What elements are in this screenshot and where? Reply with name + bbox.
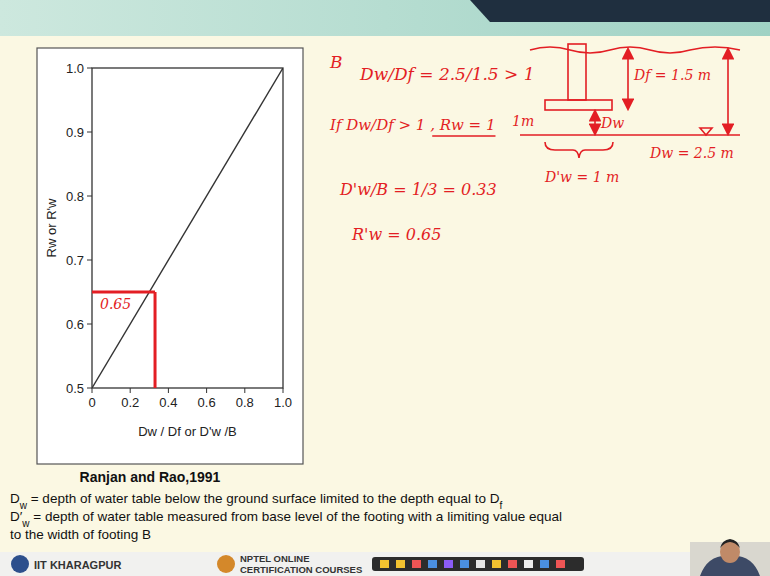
handwritten-note: Dw/Df = 2.5/1.5 > 1	[359, 64, 535, 84]
x-tick-label: 0.6	[198, 395, 216, 410]
toolbar-icon	[444, 560, 453, 568]
program-name: CERTIFICATION COURSES	[240, 564, 362, 575]
toolbar-icon	[556, 560, 565, 568]
toolbar-icon	[476, 560, 485, 568]
y-tick-label: 0.6	[66, 317, 84, 332]
y-tick-label: 0.9	[66, 125, 84, 140]
y-tick-label: 1.0	[66, 61, 84, 76]
x-tick	[283, 388, 284, 393]
x-tick-label: 0.8	[236, 395, 254, 410]
text-run: D	[10, 491, 20, 506]
x-tick-label: 1.0	[274, 395, 292, 410]
text-run: = depth of water table below the ground …	[27, 491, 500, 506]
x-tick-label: 0.4	[159, 395, 177, 410]
presenter-video	[690, 539, 770, 576]
toolbar-icon	[508, 560, 517, 568]
sketch-label: 1m	[512, 113, 534, 129]
x-tick	[168, 388, 169, 393]
underline	[432, 135, 495, 137]
sketch-label: Dw = 2.5 m	[649, 145, 734, 161]
logo	[11, 555, 29, 573]
sketch-label: D'w = 1 m	[544, 169, 619, 185]
handwritten-note: R'w = 0.65	[351, 225, 441, 244]
background	[0, 0, 770, 576]
y-tick	[87, 324, 92, 325]
program-name: NPTEL ONLINE	[240, 553, 310, 564]
text-run: to the width of footing B	[10, 527, 151, 542]
footer-bar	[0, 552, 770, 576]
definition: D′w = depth of water table measured from…	[10, 509, 562, 529]
toolbar	[372, 557, 584, 571]
definition: to the width of footing B	[10, 527, 151, 542]
sketch-label: Dw	[600, 115, 624, 131]
handwritten-note: D'w/B = 1/3 = 0.33	[339, 180, 497, 199]
header-band	[0, 0, 770, 36]
handwritten-note: If Dw/Df > 1 , Rw = 1	[329, 116, 495, 134]
y-tick-label: 0.8	[66, 189, 84, 204]
handwritten-note: B	[329, 52, 343, 72]
chart-panel	[37, 48, 303, 464]
toolbar-icon	[412, 560, 421, 568]
annotation-drop	[154, 292, 157, 388]
y-tick-label: 0.7	[66, 253, 84, 268]
header-accent	[470, 0, 770, 22]
toolbar-icon	[540, 560, 549, 568]
x-tick-label: 0.2	[121, 395, 139, 410]
annotation-guide	[92, 291, 155, 294]
x-tick	[206, 388, 207, 393]
footing-sketch	[520, 44, 740, 158]
toolbar-icon	[380, 560, 389, 568]
toolbar-icon	[492, 560, 501, 568]
x-tick	[130, 388, 131, 393]
text-run: = depth of water table measured from bas…	[30, 509, 562, 524]
y-tick	[87, 132, 92, 133]
toolbar-icon	[460, 560, 469, 568]
plot-frame	[92, 68, 283, 388]
x-tick-label: 0	[88, 395, 95, 410]
y-tick	[87, 260, 92, 261]
toolbar-icon	[524, 560, 533, 568]
toolbar-icon	[396, 560, 405, 568]
y-tick	[87, 196, 92, 197]
x-tick	[92, 388, 93, 393]
y-tick	[87, 68, 92, 69]
y-tick-label: 0.5	[66, 381, 84, 396]
series-line	[92, 68, 283, 388]
annotation-label: 0.65	[100, 296, 131, 312]
y-tick	[87, 388, 92, 389]
logo	[217, 555, 235, 573]
citation: Ranjan and Rao,1991	[80, 469, 221, 485]
definition: Dw = depth of water table below the grou…	[10, 491, 502, 511]
text-run: D′	[10, 509, 23, 524]
toolbar-icon	[428, 560, 437, 568]
sketch-label: Df = 1.5 m	[633, 67, 711, 83]
plot-area	[92, 68, 283, 388]
institute-name: IIT KHARAGPUR	[34, 559, 121, 571]
y-axis-title: Rw or R'w	[44, 198, 59, 257]
x-tick	[244, 388, 245, 393]
x-axis-title: Dw / Df or D'w /B	[138, 424, 237, 439]
slide: 0 0.2 0.4 0.6 0.8 1.0 0.5 0.6 0.7 0.8 0.9 1.0 Dw / D…	[0, 0, 770, 576]
